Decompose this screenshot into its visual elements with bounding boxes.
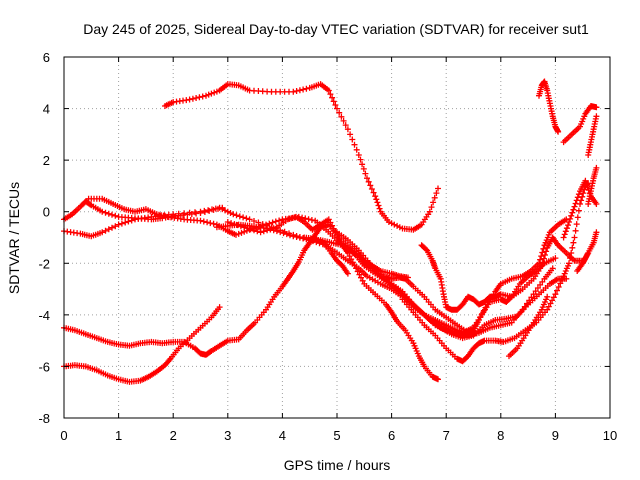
series-track-14 <box>399 180 592 365</box>
x-tick-label: 4 <box>279 428 286 443</box>
series-markers <box>574 229 600 274</box>
chart-title: Day 245 of 2025, Sidereal Day-to-day VTE… <box>83 21 589 37</box>
x-axis-label: GPS time / hours <box>284 457 391 473</box>
series-track-21 <box>536 78 562 135</box>
series-track-1 <box>162 81 441 233</box>
x-tick-label: 0 <box>60 428 67 443</box>
x-tick-label: 6 <box>388 428 395 443</box>
x-tick-label: 5 <box>333 428 340 443</box>
y-tick-label: -2 <box>38 256 50 271</box>
y-tick-label: 0 <box>43 205 50 220</box>
y-tick-label: -8 <box>38 411 50 426</box>
series-markers <box>399 180 592 365</box>
series-markers <box>162 81 441 233</box>
series-track-13 <box>334 229 559 336</box>
tick-labels: 0 1 2 3 4 5 6 7 8 9 10 -8 -6 -4 -2 0 2 4 6 <box>38 50 617 443</box>
series-markers <box>334 229 559 336</box>
x-tick-label: 3 <box>224 428 231 443</box>
y-tick-label: 6 <box>43 50 50 65</box>
x-tick-label: 1 <box>115 428 122 443</box>
series-layer <box>61 78 600 385</box>
series-markers <box>585 113 600 158</box>
x-tick-label: 9 <box>552 428 559 443</box>
x-tick-label: 8 <box>497 428 504 443</box>
series-track-20 <box>585 113 600 158</box>
axis-ticks <box>63 56 611 419</box>
series-track-15 <box>506 293 551 360</box>
y-axis-label: SDTVAR / TECUs <box>6 182 22 294</box>
series-markers <box>536 78 562 135</box>
x-tick-label: 7 <box>443 428 450 443</box>
series-track-18 <box>585 164 600 207</box>
x-tick-label: 2 <box>170 428 177 443</box>
x-tick-label: 10 <box>603 428 617 443</box>
series-track-19 <box>560 103 600 146</box>
series-markers <box>585 164 600 207</box>
y-tick-label: 4 <box>43 102 50 117</box>
y-tick-label: -6 <box>38 359 50 374</box>
series-markers <box>560 103 600 146</box>
series-markers <box>506 293 551 360</box>
series-track-17 <box>574 229 600 274</box>
y-tick-label: -4 <box>38 308 50 323</box>
y-tick-label: 2 <box>43 153 50 168</box>
